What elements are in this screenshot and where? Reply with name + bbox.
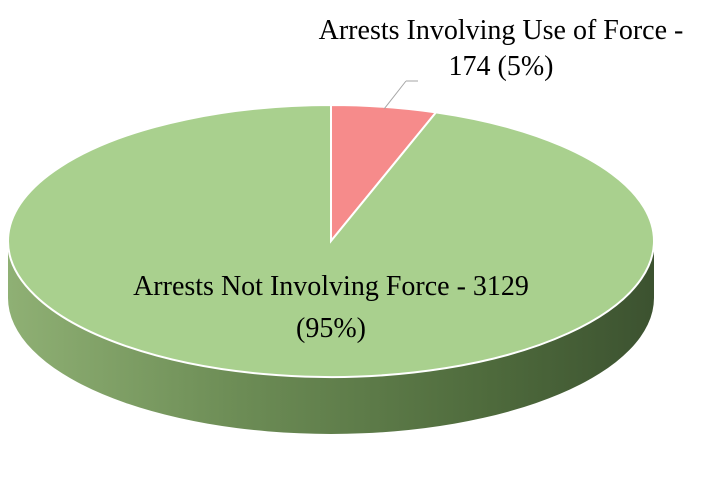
pie-slices (7, 103, 655, 378)
slice-label-force-value: 174 (5%) (449, 51, 554, 82)
slice-label-no-force-value: (95%) (296, 313, 366, 344)
pie-slice-1 (7, 103, 655, 378)
pie-side (8, 241, 654, 434)
slice-label-no-force: Arrests Not Involving Force - 3129 (133, 271, 529, 302)
pie-side-wall (8, 241, 654, 434)
slice-label-force: Arrests Involving Use of Force - (319, 15, 684, 46)
leader-line (383, 80, 407, 110)
